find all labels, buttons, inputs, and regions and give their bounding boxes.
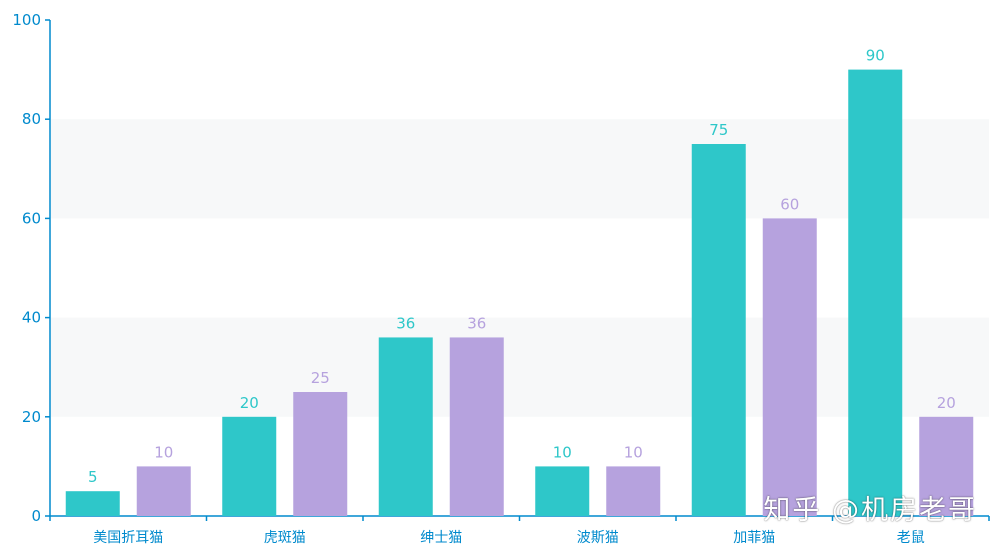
bar-series-2 — [606, 466, 661, 516]
bar-series-2 — [762, 218, 817, 516]
data-label: 10 — [553, 443, 572, 461]
data-label: 36 — [467, 314, 486, 332]
bar-series-1 — [222, 416, 277, 516]
data-label: 10 — [154, 443, 173, 461]
data-label: 20 — [240, 394, 259, 412]
bar-series-2 — [293, 392, 348, 516]
bar-series-1 — [848, 69, 903, 516]
bar-series-1 — [535, 466, 590, 516]
x-category-label: 美国折耳猫 — [93, 530, 163, 546]
grid-band — [51, 317, 989, 417]
x-category-label: 加菲猫 — [733, 530, 775, 546]
data-label: 90 — [866, 47, 885, 65]
bar-series-1 — [65, 491, 120, 516]
data-label: 10 — [624, 443, 643, 461]
y-tick-label: 20 — [22, 408, 41, 426]
bar-series-2 — [449, 337, 504, 516]
x-category-label: 虎斑猫 — [264, 530, 306, 546]
bar-series-1 — [691, 144, 746, 516]
data-label: 20 — [937, 394, 956, 412]
data-label: 75 — [709, 121, 728, 139]
data-label: 25 — [311, 369, 330, 387]
x-category-label: 波斯猫 — [577, 530, 619, 546]
data-label: 5 — [88, 468, 98, 486]
bar-series-2 — [919, 416, 974, 516]
x-category-label: 绅士猫 — [420, 530, 462, 546]
grid-band — [51, 119, 989, 219]
x-category-label: 老鼠 — [897, 530, 925, 546]
data-label: 36 — [396, 314, 415, 332]
y-tick-label: 60 — [22, 209, 41, 227]
y-tick-label: 100 — [12, 11, 41, 29]
bar-series-2 — [136, 466, 191, 516]
y-tick-label: 80 — [22, 110, 41, 128]
data-label: 60 — [780, 195, 799, 213]
y-tick-label: 40 — [22, 309, 41, 327]
bar-series-1 — [378, 337, 433, 516]
y-tick-label: 0 — [31, 507, 41, 525]
